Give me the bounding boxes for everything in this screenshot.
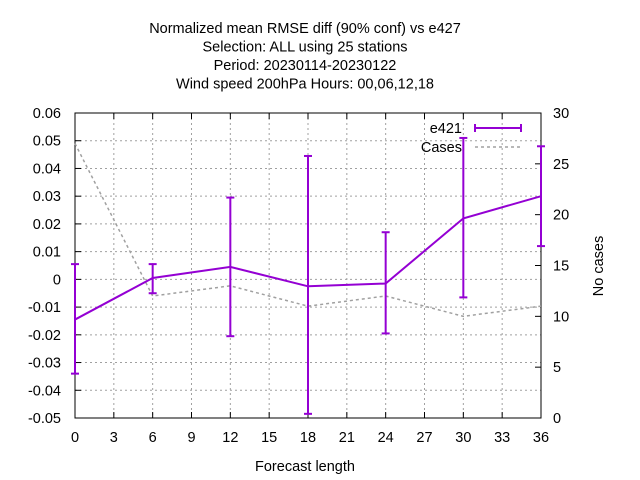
series-e421-line (74, 195, 542, 321)
x-tick-label: 30 (455, 430, 471, 446)
y2-tick-label: 10 (553, 309, 569, 325)
axis-ticks: 0 3 6 9 12 15 18 21 24 27 30 33 36-0.05-0.04-0.03-0.… (28, 106, 569, 446)
title-line-3: Period: 20230114-20230122 (214, 58, 397, 74)
y2-tick-label: 15 (553, 259, 569, 275)
y-tick-label: -0.03 (28, 356, 61, 372)
x-tick-label: 12 (222, 430, 238, 446)
x-axis-label: Forecast length (255, 459, 355, 475)
y2-axis-label: No cases (591, 236, 607, 296)
title-line-4: Wind speed 200hPa Hours: 00,06,12,18 (176, 77, 434, 93)
y-tick-label: -0.05 (28, 411, 61, 427)
y-tick-label: 0.05 (33, 134, 61, 150)
legend: e421 Cases (421, 121, 522, 156)
x-tick-label: 21 (339, 430, 355, 446)
chart-title: Normalized mean RMSE diff (90% conf) vs … (149, 21, 461, 93)
y2-tick-label: 30 (553, 106, 569, 122)
x-tick-label: 36 (533, 430, 549, 446)
y-tick-label: 0.01 (33, 245, 61, 261)
y2-tick-label: 5 (553, 360, 561, 376)
y-tick-label: 0 (53, 272, 61, 288)
x-tick-label: 3 (110, 430, 118, 446)
legend-label-cases: Cases (421, 140, 462, 156)
x-tick-label: 15 (261, 430, 277, 446)
errorbar-e421 (304, 154, 312, 415)
y2-tick-label: 20 (553, 208, 569, 224)
series-layer (71, 136, 545, 415)
x-tick-label: 24 (378, 430, 394, 446)
x-tick-label: 33 (494, 430, 510, 446)
title-line-2: Selection: ALL using 25 stations (202, 40, 407, 56)
y-tick-label: 0.03 (33, 189, 61, 205)
y-tick-label: -0.04 (28, 383, 61, 399)
x-tick-label: 9 (187, 430, 195, 446)
x-tick-label: 27 (416, 430, 432, 446)
y-tick-label: 0.04 (33, 161, 61, 177)
x-tick-label: 6 (149, 430, 157, 446)
y-tick-label: 0.06 (33, 106, 61, 122)
y-tick-label: -0.02 (28, 328, 61, 344)
legend-label-e421: e421 (430, 121, 462, 137)
title-line-1: Normalized mean RMSE diff (90% conf) vs … (149, 21, 461, 37)
y-tick-label: -0.01 (28, 300, 61, 316)
x-tick-label: 18 (300, 430, 316, 446)
y-tick-label: 0.02 (33, 217, 61, 233)
y2-tick-label: 0 (553, 411, 561, 427)
y2-tick-label: 25 (553, 157, 569, 173)
series-cases-line (74, 143, 542, 318)
x-tick-label: 0 (71, 430, 79, 446)
